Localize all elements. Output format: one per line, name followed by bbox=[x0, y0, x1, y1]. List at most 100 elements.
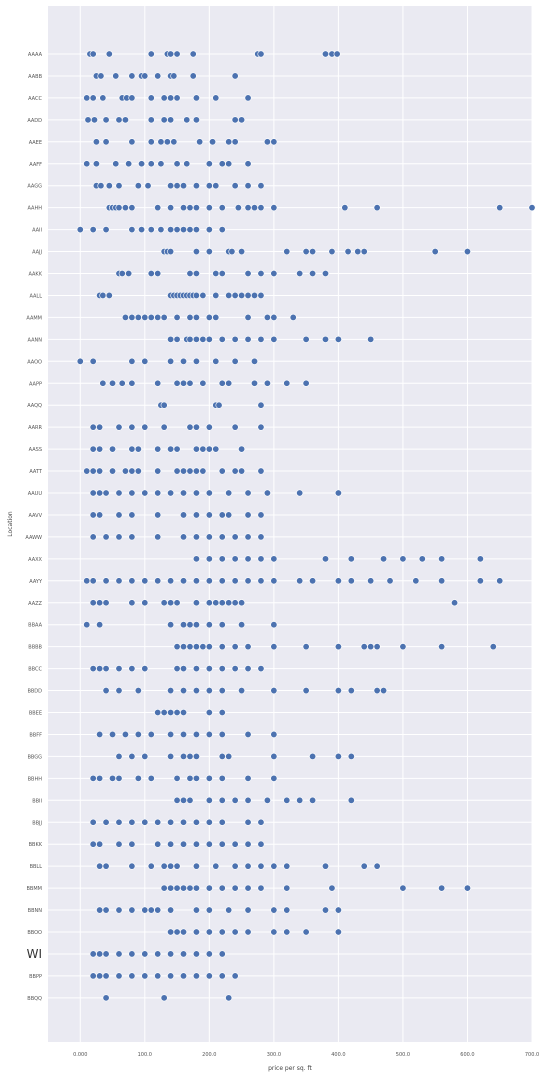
data-point bbox=[115, 950, 123, 958]
data-point bbox=[96, 906, 104, 914]
y-tick-label: AARR bbox=[28, 425, 42, 431]
data-point bbox=[180, 752, 188, 760]
data-point bbox=[102, 994, 110, 1002]
data-point bbox=[173, 665, 181, 673]
data-point bbox=[270, 687, 278, 695]
data-point bbox=[115, 182, 123, 190]
data-point bbox=[134, 774, 142, 782]
data-point bbox=[173, 50, 181, 58]
data-point bbox=[180, 379, 188, 387]
data-point bbox=[154, 269, 162, 277]
data-point bbox=[173, 94, 181, 102]
data-point bbox=[121, 204, 129, 212]
data-point bbox=[251, 291, 259, 299]
data-point bbox=[99, 379, 107, 387]
data-point bbox=[225, 906, 233, 914]
data-point bbox=[192, 621, 200, 629]
data-point bbox=[321, 335, 329, 343]
data-point bbox=[96, 730, 104, 738]
data-point bbox=[238, 248, 246, 256]
data-point bbox=[173, 862, 181, 870]
y-tick-label: AAHH bbox=[28, 206, 43, 212]
data-point bbox=[160, 884, 168, 892]
data-point bbox=[231, 796, 239, 804]
data-point bbox=[399, 643, 407, 651]
data-point bbox=[84, 116, 92, 124]
data-point bbox=[296, 489, 304, 497]
data-point bbox=[205, 226, 213, 234]
x-axis-label: price per sq. ft bbox=[268, 1065, 312, 1072]
data-point bbox=[128, 489, 136, 497]
data-point bbox=[83, 160, 91, 168]
data-point bbox=[192, 511, 200, 519]
data-point bbox=[115, 818, 123, 826]
data-point bbox=[380, 555, 388, 563]
data-point bbox=[141, 950, 149, 958]
data-point bbox=[334, 928, 342, 936]
data-point bbox=[270, 577, 278, 585]
data-point bbox=[373, 687, 381, 695]
data-point bbox=[212, 445, 220, 453]
data-point bbox=[89, 489, 97, 497]
data-point bbox=[141, 313, 149, 321]
data-point bbox=[121, 313, 129, 321]
data-point bbox=[167, 445, 175, 453]
data-point bbox=[257, 862, 265, 870]
data-point bbox=[296, 796, 304, 804]
data-point bbox=[180, 840, 188, 848]
data-point bbox=[212, 94, 220, 102]
data-point bbox=[244, 884, 252, 892]
data-point bbox=[244, 840, 252, 848]
data-point bbox=[89, 972, 97, 980]
y-tick-label: AALL bbox=[29, 293, 42, 299]
data-point bbox=[186, 313, 194, 321]
data-point bbox=[154, 972, 162, 980]
data-point bbox=[257, 50, 265, 58]
data-point bbox=[225, 489, 233, 497]
y-tick-label: BBNN bbox=[28, 908, 43, 914]
data-point bbox=[244, 577, 252, 585]
data-point bbox=[218, 796, 226, 804]
data-point bbox=[141, 906, 149, 914]
data-point bbox=[192, 840, 200, 848]
data-point bbox=[192, 94, 200, 102]
data-point bbox=[141, 357, 149, 365]
data-point bbox=[92, 160, 100, 168]
data-point bbox=[196, 138, 204, 146]
y-tick-labels: AAAA AABB AACC AADD AAEE AAFF AAGG AAHH AAII AAJJ… bbox=[25, 52, 43, 1002]
y-tick-label: BBBB bbox=[28, 645, 42, 651]
data-point bbox=[270, 643, 278, 651]
data-point bbox=[289, 313, 297, 321]
data-point bbox=[167, 116, 175, 124]
data-point bbox=[138, 226, 146, 234]
data-point bbox=[212, 357, 220, 365]
y-tick-label: AAEE bbox=[29, 140, 42, 146]
data-point bbox=[180, 928, 188, 936]
data-point bbox=[341, 204, 349, 212]
data-point bbox=[231, 599, 239, 607]
data-point bbox=[160, 94, 168, 102]
data-point bbox=[167, 730, 175, 738]
data-point bbox=[438, 577, 446, 585]
data-point bbox=[257, 182, 265, 190]
data-point bbox=[186, 379, 194, 387]
data-point bbox=[205, 335, 213, 343]
data-point bbox=[96, 665, 104, 673]
data-point bbox=[147, 116, 155, 124]
data-point bbox=[186, 884, 194, 892]
data-point bbox=[244, 335, 252, 343]
data-point bbox=[218, 643, 226, 651]
data-point bbox=[102, 533, 110, 541]
data-point bbox=[234, 204, 242, 212]
data-point bbox=[192, 665, 200, 673]
data-point bbox=[115, 204, 123, 212]
data-point bbox=[192, 774, 200, 782]
data-point bbox=[167, 94, 175, 102]
data-point bbox=[238, 445, 246, 453]
data-point bbox=[231, 884, 239, 892]
data-point bbox=[173, 313, 181, 321]
data-point bbox=[192, 204, 200, 212]
data-point bbox=[128, 906, 136, 914]
data-point bbox=[360, 862, 368, 870]
